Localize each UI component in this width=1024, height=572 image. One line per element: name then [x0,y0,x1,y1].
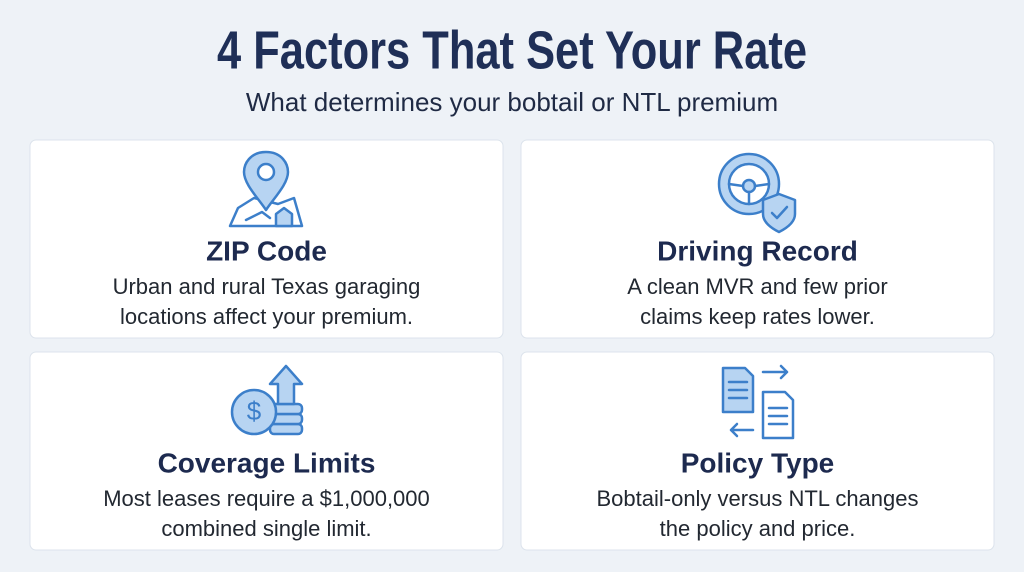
card-background [520,139,995,339]
factor-card: ZIP Code Urban and rural Texas garaging lo… [29,139,504,339]
factor-card: Coverage Limits Most leases require a $1,… [29,351,504,551]
dollar-sign: $ [247,396,262,426]
driving-icon [717,152,797,234]
card-title: ZIP Code [206,235,327,266]
card-background [29,139,504,339]
card-background [520,351,995,551]
card-text: claims keep rates lower. [640,304,875,329]
card-title: Coverage Limits [158,447,376,478]
card-text: Urban and rural Texas garaging [113,274,421,299]
factor-card: Driving Record A clean MVR and few prior c… [520,139,995,339]
card-text: A clean MVR and few prior [627,274,887,299]
coverage-icon: $ [230,364,304,436]
title: 4 Factors That Set Your Rate [217,20,807,80]
location-icon [228,150,304,228]
card-title: Policy Type [681,447,835,478]
policy-icon [721,364,795,440]
subtitle: What determines your bobtail or NTL prem… [246,87,778,117]
card-text: locations affect your premium. [120,304,413,329]
card-title: Driving Record [657,235,858,266]
card-text: Most leases require a $1,000,000 [103,486,430,511]
factor-card: Policy Type Bobtail-only versus NTL chang… [520,351,995,551]
cards: ZIP Code Urban and rural Texas garaging lo… [29,139,995,551]
card-text: combined single limit. [161,516,371,541]
card-text: Bobtail-only versus NTL changes [596,486,918,511]
card-background [29,351,504,551]
card-text: the policy and price. [660,516,856,541]
